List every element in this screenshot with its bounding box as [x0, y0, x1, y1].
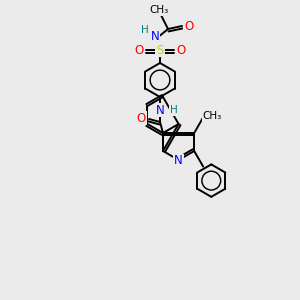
Text: H: H [141, 25, 149, 35]
Text: CH₃: CH₃ [202, 111, 222, 122]
Text: O: O [134, 44, 144, 56]
Text: CH₃: CH₃ [149, 5, 169, 15]
Text: O: O [184, 20, 194, 32]
Text: N: N [174, 154, 183, 167]
Text: S: S [156, 44, 164, 56]
Text: N: N [151, 31, 159, 44]
Text: N: N [156, 103, 164, 116]
Text: O: O [136, 112, 146, 124]
Text: O: O [176, 44, 186, 56]
Text: H: H [170, 105, 178, 115]
